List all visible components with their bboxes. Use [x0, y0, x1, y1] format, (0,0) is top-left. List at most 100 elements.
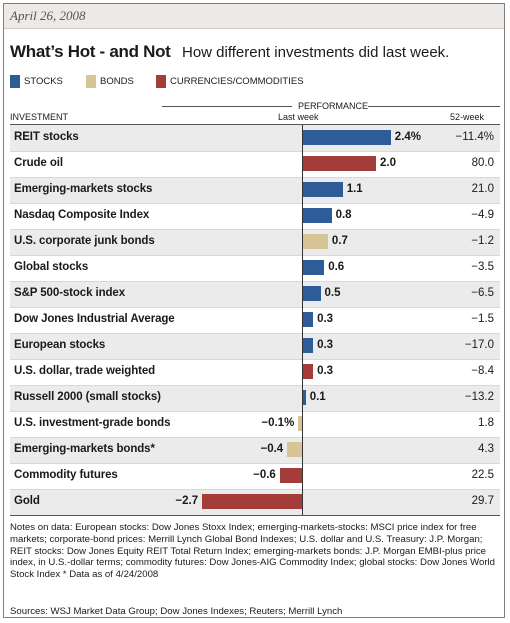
- bar: [287, 442, 302, 457]
- last-week-value: 0.3: [317, 365, 334, 377]
- bar: [302, 234, 328, 249]
- bottom-rule: [10, 515, 500, 516]
- chart-row: Emerging-markets bonds* −0.4 4.3: [10, 437, 500, 463]
- category-label: Dow Jones Industrial Average: [14, 313, 175, 325]
- bar: [202, 494, 302, 509]
- bar: [302, 286, 321, 301]
- performance-rule-left: [162, 106, 292, 107]
- chart-title: What’s Hot - and Not: [10, 42, 171, 61]
- row-divider: [10, 203, 500, 204]
- category-label: U.S. corporate junk bonds: [14, 235, 155, 247]
- header-performance: PERFORMANCE: [298, 101, 369, 111]
- last-week-value: 0.3: [317, 339, 334, 351]
- row-divider: [10, 411, 500, 412]
- chart-row: Gold −2.7 29.7: [10, 489, 500, 515]
- week52-value: −1.2: [471, 235, 494, 247]
- chart-row: European stocks 0.3 −17.0: [10, 333, 500, 359]
- date-label: April 26, 2008: [10, 8, 86, 23]
- category-label: Gold: [14, 495, 40, 507]
- category-label: Crude oil: [14, 157, 63, 169]
- last-week-value: 2.0: [380, 157, 396, 169]
- header-52-week: 52-week: [450, 112, 485, 122]
- week52-value: −1.5: [471, 313, 494, 325]
- last-week-value: 0.1: [309, 391, 326, 403]
- bar: [298, 416, 302, 431]
- last-week-value: 0.7: [331, 235, 348, 247]
- chart-row: U.S. dollar, trade weighted 0.3 −8.4: [10, 359, 500, 385]
- bar: [302, 182, 343, 197]
- category-label: Nasdaq Composite Index: [14, 209, 150, 221]
- week52-value: 29.7: [471, 495, 494, 507]
- last-week-value: −0.1%: [261, 417, 295, 429]
- notes-text: Notes on data: European stocks: Dow Jone…: [10, 522, 496, 581]
- row-divider: [10, 255, 500, 256]
- bar: [279, 468, 302, 483]
- week52-value: −11.4%: [455, 131, 494, 143]
- category-label: Emerging-markets stocks: [14, 183, 153, 195]
- row-divider: [10, 463, 500, 464]
- bar: [302, 208, 332, 223]
- week52-value: 4.3: [478, 443, 494, 455]
- bar: [302, 390, 306, 405]
- row-divider: [10, 177, 500, 178]
- legend-item-commodities: CURRENCIES/COMMODITIES: [156, 75, 304, 88]
- week52-value: −6.5: [471, 287, 494, 299]
- week52-value: −13.2: [464, 391, 494, 403]
- legend-item-stocks: STOCKS: [10, 75, 63, 88]
- category-label: Russell 2000 (small stocks): [14, 391, 161, 403]
- legend-swatch-stocks: [10, 75, 20, 88]
- sources-text: Sources: WSJ Market Data Group; Dow Jone…: [10, 606, 343, 617]
- chart-row: S&P 500-stock index 0.5 −6.5: [10, 281, 500, 307]
- row-divider: [10, 151, 500, 152]
- chart-row: U.S. investment-grade bonds −0.1% 1.8: [10, 411, 500, 437]
- bar: [302, 338, 314, 353]
- row-divider: [10, 489, 500, 490]
- row-divider: [10, 229, 500, 230]
- date-bar: April 26, 2008: [4, 4, 504, 29]
- chart-row: Emerging-markets stocks 1.1 21.0: [10, 177, 500, 203]
- chart-frame: April 26, 2008 What’s Hot - and Not How …: [3, 3, 505, 618]
- zero-axis-line: [302, 125, 303, 515]
- week52-value: 1.8: [478, 417, 494, 429]
- chart-row: Commodity futures −0.6 22.5: [10, 463, 500, 489]
- week52-value: 80.0: [471, 157, 494, 169]
- chart-row: U.S. corporate junk bonds 0.7 −1.2: [10, 229, 500, 255]
- header-rule: [10, 124, 500, 125]
- last-week-value: 1.1: [346, 183, 363, 195]
- row-divider: [10, 385, 500, 386]
- last-week-value: 0.6: [328, 261, 345, 273]
- row-divider: [10, 307, 500, 308]
- legend-label-stocks: STOCKS: [24, 76, 63, 87]
- chart-row: Nasdaq Composite Index 0.8 −4.9: [10, 203, 500, 229]
- row-divider: [10, 333, 500, 334]
- last-week-value: 2.4%: [394, 131, 422, 143]
- category-label: S&P 500-stock index: [14, 287, 126, 299]
- row-divider: [10, 437, 500, 438]
- performance-rule-right: [368, 106, 500, 107]
- bar: [302, 364, 314, 379]
- chart-row: REIT stocks 2.4% −11.4%: [10, 125, 500, 151]
- bar: [302, 156, 376, 171]
- week52-value: 21.0: [471, 183, 494, 195]
- category-label: U.S. investment-grade bonds: [14, 417, 171, 429]
- category-label: European stocks: [14, 339, 106, 351]
- category-label: Global stocks: [14, 261, 89, 273]
- category-label: Emerging-markets bonds*: [14, 443, 155, 455]
- chart-row: Crude oil 2.0 80.0: [10, 151, 500, 177]
- row-divider: [10, 281, 500, 282]
- legend-label-commodities: CURRENCIES/COMMODITIES: [170, 76, 304, 87]
- last-week-value: −2.7: [175, 495, 199, 507]
- category-label: Commodity futures: [14, 469, 118, 481]
- category-label: U.S. dollar, trade weighted: [14, 365, 156, 377]
- header-investment: INVESTMENT: [10, 112, 69, 122]
- chart-row: Russell 2000 (small stocks) 0.1 −13.2: [10, 385, 500, 411]
- last-week-value: 0.3: [317, 313, 334, 325]
- week52-value: −8.4: [471, 365, 494, 377]
- header-last-week: Last week: [278, 112, 319, 122]
- bar: [302, 260, 325, 275]
- chart-subtitle: How different investments did last week.: [182, 44, 450, 61]
- week52-value: −4.9: [471, 209, 494, 221]
- last-week-value: −0.4: [260, 443, 284, 455]
- last-week-value: 0.5: [324, 287, 341, 299]
- legend-label-bonds: BONDS: [100, 76, 134, 87]
